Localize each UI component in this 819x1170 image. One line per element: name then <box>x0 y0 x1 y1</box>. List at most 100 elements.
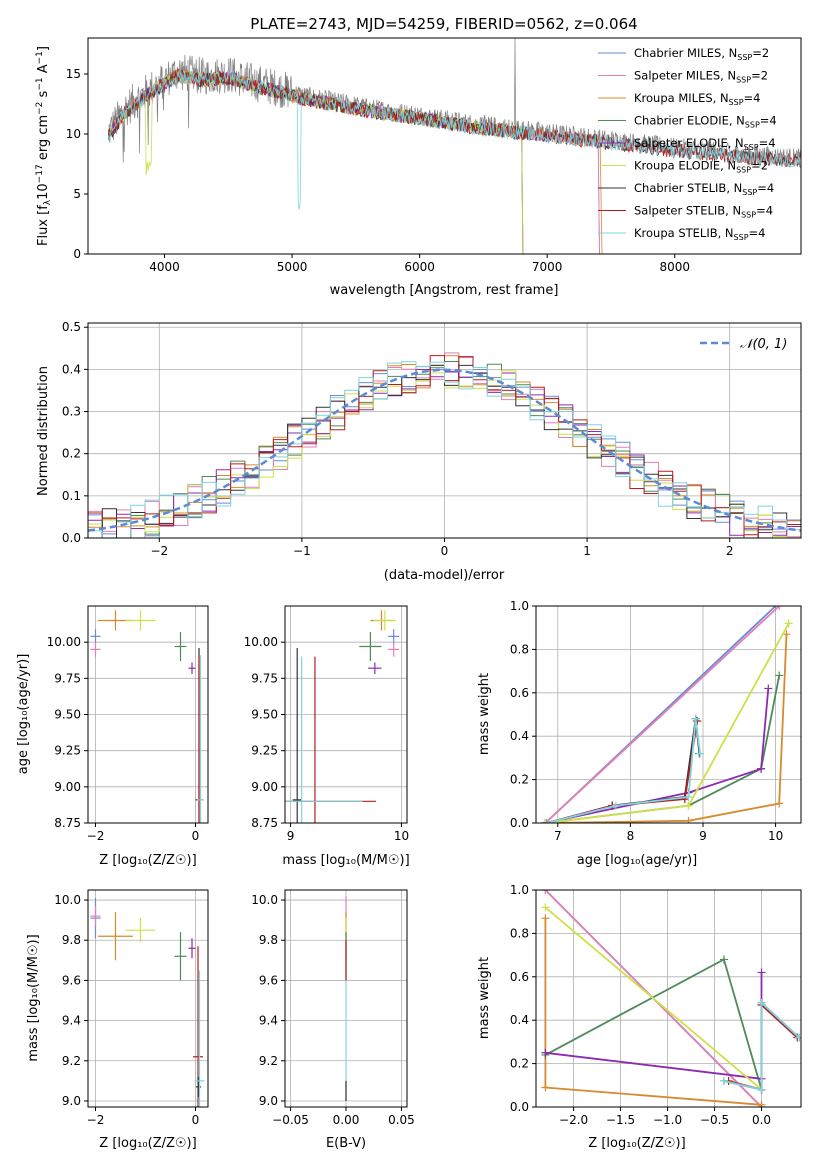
legend-label-krou_stelib: Kroupa STELIB, NSSP=4 <box>634 226 765 242</box>
mass-vs-metallicity-x-label: Z [log₁₀(Z/Z☉)] <box>99 1136 196 1151</box>
weight-vs-metallicity-y-tick-label-3: 0.6 <box>510 970 529 984</box>
spectrum-x-tick-label-3: 7000 <box>532 260 563 274</box>
legend-label-krou_elodie: Kroupa ELODIE, NSSP=2 <box>634 159 768 175</box>
mass-vs-metallicity-y-tick-label-0: 9.0 <box>62 1094 81 1108</box>
age-vs-metallicity-y-tick-label-4: 9.75 <box>54 671 81 685</box>
spectrum-x-tick-label-0: 4000 <box>149 260 180 274</box>
weight-vs-metallicity-x-tick-label-1: −1.5 <box>606 1113 635 1127</box>
residuals-y-label: Normed distribution <box>36 366 51 496</box>
legend-label-chab_stelib: Chabrier STELIB, NSSP=4 <box>634 181 774 197</box>
legend-label-salp_stelib: Salpeter STELIB, NSSP=4 <box>634 204 773 220</box>
weight-vs-metallicity-marker-krou_miles-0 <box>541 914 550 923</box>
model-spectrum-salp_stelib <box>107 68 801 167</box>
weight-vs-metallicity-marker-krou_stelib-0 <box>719 1076 728 1085</box>
mass-vs-extinction-x-tick-label-1: 0.00 <box>333 1113 360 1127</box>
age-vs-mass-x-label: mass [log₁₀(M/M☉)] <box>282 853 409 868</box>
weight-vs-metallicity-series-krou_stelib <box>723 1000 800 1091</box>
spectrum-data-layer <box>107 38 801 254</box>
weight-vs-metallicity-x-tick-label-2: −1.0 <box>653 1113 682 1127</box>
weight-vs-metallicity-marker-salp_elodie-2 <box>757 968 766 977</box>
age-vs-metallicity-y-tick-label-3: 9.50 <box>54 708 81 722</box>
spectrum-x-label: wavelength [Angstrom, rest frame] <box>330 283 559 298</box>
weight-vs-metallicity-marker-chab_elodie-1 <box>719 955 728 964</box>
residuals-y-tick-label-4: 0.4 <box>62 362 81 376</box>
spectrum-x-tick-label-4: 8000 <box>659 260 690 274</box>
weight-vs-metallicity-y-tick-label-5: 1.0 <box>510 883 529 897</box>
weight-vs-age-y-tick-label-4: 0.8 <box>510 642 529 656</box>
age-vs-mass-y-tick-label-4: 9.75 <box>251 671 278 685</box>
age-vs-mass-data-layer <box>285 610 400 823</box>
mass-vs-metallicity-x-tick-label-0: −2 <box>87 1113 105 1127</box>
weight-vs-age-y-tick-label-3: 0.6 <box>510 686 529 700</box>
weight-vs-metallicity-y-tick-label-2: 0.4 <box>510 1013 529 1027</box>
weight-vs-metallicity-y-tick-label-4: 0.8 <box>510 926 529 940</box>
mass-vs-extinction-y-tick-label-4: 9.8 <box>259 933 278 947</box>
spectrum-x-tick-label-2: 6000 <box>404 260 435 274</box>
weight-vs-age-marker-salp_miles-1 <box>775 606 784 610</box>
age-vs-metallicity-x-label: Z [log₁₀(Z/Z☉)] <box>99 853 196 868</box>
weight-vs-age-marker-krou_miles-2 <box>775 799 784 808</box>
weight-vs-age-marker-chab_elodie-3 <box>775 671 784 680</box>
weight-vs-age-plot: 7 8 9 10 0.0 0.2 0.4 0.6 0.8 1.0 <box>510 599 802 843</box>
residuals-y-tick-label-0: 0.0 <box>62 531 81 545</box>
weight-vs-age-x-label: age [log₁₀(age/yr)] <box>577 853 698 868</box>
residuals-y-tick-label-3: 0.3 <box>62 405 81 419</box>
weight-vs-age-x-tick-label-2: 9 <box>699 829 707 843</box>
mass-vs-extinction-y-tick-label-0: 9.0 <box>259 1094 278 1108</box>
model-spectrum-krou_stelib <box>107 70 801 210</box>
residuals-legend-label: 𝒩(0, 1) <box>740 337 787 352</box>
mass-vs-extinction-plot: −0.05 0.00 0.05 9.0 9.2 9.4 9.6 9.8 10.0 <box>251 889 415 1127</box>
residuals-y-tick-label-2: 0.2 <box>62 447 81 461</box>
residuals-x-tick-label-1: −1 <box>293 544 311 558</box>
weight-vs-metallicity-x-tick-label-4: 0.0 <box>752 1113 771 1127</box>
mass-vs-extinction-y-tick-label-1: 9.2 <box>259 1054 278 1068</box>
weight-vs-age-marker-salp_elodie-3 <box>764 684 773 693</box>
residuals-data-layer <box>88 352 801 538</box>
weight-vs-age-marker-krou_stelib-0 <box>542 819 551 823</box>
mass-vs-extinction-y-tick-label-5: 10.0 <box>251 893 278 907</box>
weight-vs-age-series-salp_elodie <box>545 688 770 823</box>
age-vs-mass-y-tick-label-2: 9.25 <box>251 744 278 758</box>
weight-vs-age-series-salp_miles <box>544 606 780 823</box>
mass-vs-metallicity-data-layer <box>90 898 205 1107</box>
weight-vs-metallicity-marker-salp_elodie-0 <box>541 1048 550 1057</box>
weight-vs-metallicity-series-chab_elodie <box>544 958 763 1090</box>
weight-vs-age-axes-frame <box>535 605 802 824</box>
spectrum-y-tick-label-2: 10 <box>66 127 81 141</box>
mass-vs-metallicity-axes-frame <box>87 889 209 1108</box>
weight-vs-metallicity-data-layer <box>541 890 801 1107</box>
model-spectrum-krou_miles <box>107 68 603 254</box>
mass-vs-extinction-x-tick-label-0: −0.05 <box>272 1113 309 1127</box>
residuals-x-label: (data-model)/error <box>384 568 505 583</box>
weight-vs-metallicity-marker-krou_stelib-1 <box>757 1085 766 1094</box>
residuals-x-tick-label-3: 1 <box>583 544 591 558</box>
weight-vs-metallicity-marker-salp_miles-0 <box>541 890 550 894</box>
mass-vs-extinction-y-tick-label-3: 9.6 <box>259 973 278 987</box>
weight-vs-metallicity-plot: −2.0 −1.5 −1.0 −0.5 0.0 0.0 0.2 0.4 0.6 0.8 1.0 <box>510 883 802 1127</box>
weight-vs-age-x-tick-label-1: 8 <box>627 829 635 843</box>
age-vs-metallicity-y-tick-label-1: 9.00 <box>54 780 81 794</box>
spectrum-x-tick-label-1: 5000 <box>277 260 308 274</box>
age-vs-metallicity-y-tick-label-2: 9.25 <box>54 744 81 758</box>
mass-vs-metallicity-plot: −2 0 9.0 9.2 9.4 9.6 9.8 10.0 <box>54 889 209 1127</box>
age-vs-mass-y-tick-label-3: 9.50 <box>251 708 278 722</box>
spectrum-plot: 4000 5000 6000 7000 8000 0 5 10 15 Chabrier MILES… <box>66 37 802 274</box>
weight-vs-metallicity-marker-krou_miles-1 <box>541 1083 550 1092</box>
mass-vs-metallicity-y-label: mass [log₁₀(M/M☉)] <box>26 934 41 1061</box>
weight-vs-metallicity-x-label: Z [log₁₀(Z/Z☉)] <box>588 1136 685 1151</box>
weight-vs-age-x-tick-label-3: 10 <box>768 829 783 843</box>
age-vs-metallicity-x-tick-label-0: −2 <box>87 829 105 843</box>
age-vs-mass-y-tick-label-0: 8.75 <box>251 816 278 830</box>
spectrum-y-label: Flux [fλ10−17 erg cm−2 s−1 A−1] <box>35 46 53 246</box>
residuals-x-tick-label-0: −2 <box>150 544 168 558</box>
residuals-x-tick-label-2: 0 <box>441 544 449 558</box>
weight-vs-age-marker-krou_miles-1 <box>684 816 693 823</box>
weight-vs-age-y-tick-label-0: 0.0 <box>510 816 529 830</box>
mass-vs-metallicity-y-tick-label-1: 9.2 <box>62 1054 81 1068</box>
weight-vs-age-marker-krou_miles-3 <box>782 630 791 639</box>
weight-vs-age-y-tick-label-2: 0.4 <box>510 729 529 743</box>
weight-vs-metallicity-marker-krou_miles-2 <box>757 1100 766 1107</box>
age-vs-metallicity-y-tick-label-5: 10.00 <box>47 635 81 649</box>
weight-vs-age-marker-krou_elodie-0 <box>541 819 550 823</box>
